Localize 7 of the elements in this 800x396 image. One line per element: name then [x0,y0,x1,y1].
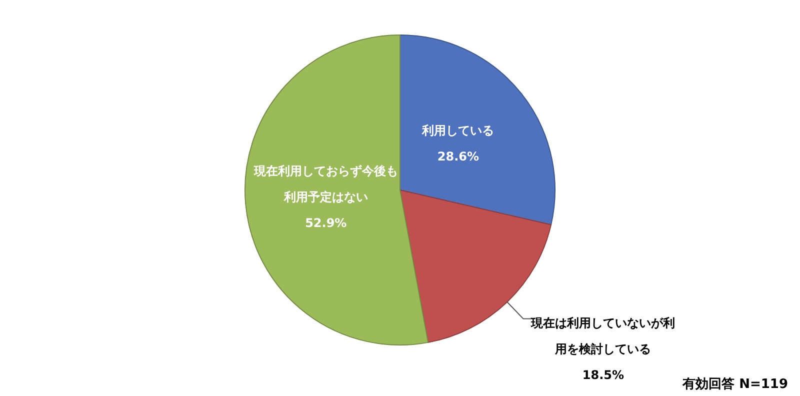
text: 有効回答 N=119 [682,376,788,392]
data-label: 28.6% [437,150,480,164]
data-label: 52.9% [305,216,347,230]
slice-label: 現在利用しておらず今後も利用予定はない [252,164,398,204]
slice-label: 現在は利用していないが利用を検討している [530,316,676,356]
data-label: 18.5% [582,368,624,382]
slice-label: 利用している [421,124,494,138]
